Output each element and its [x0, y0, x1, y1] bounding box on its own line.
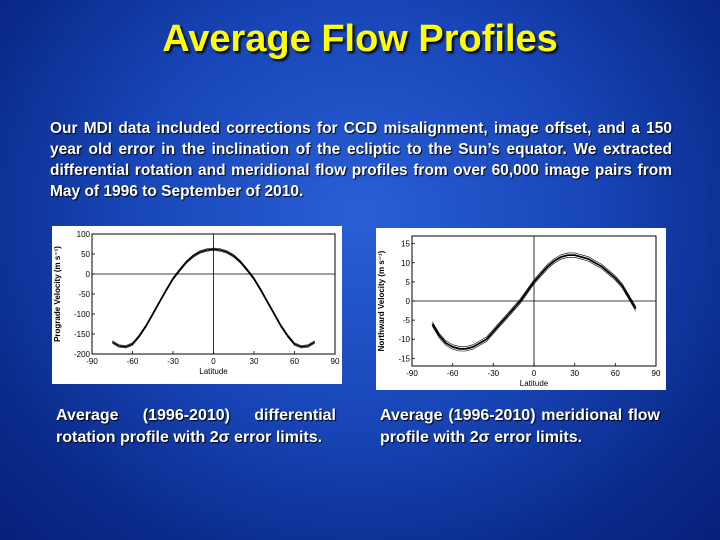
rotation-chart: -90 -60 -30 0 30 60 90 100 50 0 -50 -100 -150 -200 Lat… — [53, 230, 340, 376]
y-tick-label: -200 — [74, 350, 91, 359]
series-error-envelope — [112, 250, 315, 349]
y-tick-label: -50 — [78, 290, 90, 299]
y-tick-label: 10 — [401, 259, 410, 268]
x-tick-label: 0 — [532, 369, 537, 378]
y-tick-label: -5 — [403, 316, 411, 325]
page-title: Average Flow Profiles — [162, 18, 558, 60]
x-tick-label: -90 — [86, 357, 98, 366]
x-tick-label: 60 — [611, 369, 620, 378]
x-tick-label: -30 — [488, 369, 500, 378]
x-tick-label: 30 — [570, 369, 579, 378]
y-tick-label: 0 — [406, 297, 411, 306]
y-tick-label: 100 — [77, 230, 91, 239]
y-tick-label: -100 — [74, 310, 91, 319]
x-tick-label: 60 — [290, 357, 299, 366]
meridional-chart-panel: -90 -60 -30 0 30 60 90 15 10 5 0 -5 -10 -15 Latitude No… — [376, 228, 666, 390]
y-axis-label: Northward Velocity (m s⁻¹) — [377, 250, 386, 351]
rotation-chart-panel: -90 -60 -30 0 30 60 90 100 50 0 -50 -100 -150 -200 Lat… — [52, 226, 342, 384]
x-axis-label: Latitude — [199, 367, 228, 376]
y-tick-label: 5 — [406, 278, 411, 287]
y-tick-label: -15 — [398, 354, 410, 363]
x-tick-label: -60 — [127, 357, 139, 366]
meridional-chart: -90 -60 -30 0 30 60 90 15 10 5 0 -5 -10 -15 Latitude No… — [377, 235, 661, 388]
y-tick-label: 15 — [401, 240, 410, 249]
y-tick-label: -150 — [74, 330, 91, 339]
intro-paragraph: Our MDI data included corrections for CC… — [50, 120, 672, 200]
x-tick-label: -60 — [447, 369, 459, 378]
meridional-caption: Average (1996-2010) meridional flow prof… — [380, 407, 660, 446]
y-tick-label: -10 — [398, 335, 410, 344]
series-line — [111, 248, 316, 348]
x-tick-label: -90 — [406, 369, 418, 378]
y-tick-label: 0 — [86, 270, 91, 279]
x-tick-label: 30 — [250, 357, 259, 366]
series-error-envelope — [432, 257, 636, 352]
series-line — [431, 254, 637, 350]
x-axis-label: Latitude — [520, 379, 549, 388]
x-tick-label: 0 — [211, 357, 216, 366]
rotation-caption: Average (1996-2010) differential rotatio… — [56, 407, 336, 446]
x-tick-label: 90 — [652, 369, 661, 378]
x-tick-label: -30 — [167, 357, 179, 366]
y-tick-label: 50 — [81, 250, 90, 259]
x-tick-label: 90 — [331, 357, 340, 366]
y-axis-label: Prograde Velocity (m s⁻¹) — [53, 246, 62, 342]
series-error-envelope — [432, 252, 636, 347]
